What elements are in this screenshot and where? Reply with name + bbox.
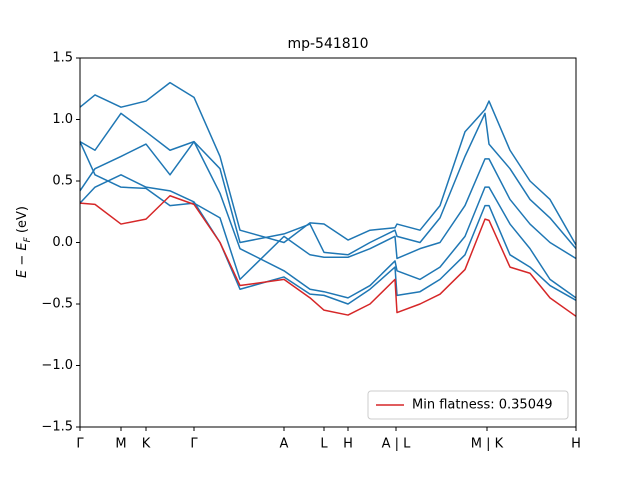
y-tick-label: −1.5 [41,420,73,435]
y-tick-label: −1.0 [41,358,73,373]
x-tick-label: A | L [382,437,412,452]
x-tick-label: L [320,437,328,452]
band-line [79,141,577,281]
band-line [79,140,577,299]
x-tick-label: H [571,437,581,452]
legend-box [367,390,569,420]
x-tick-label: M | K [471,437,504,452]
y-axis-label: E − EF (eV) [15,206,33,278]
band-line [79,112,577,256]
y-label-unit: (eV) [15,206,30,237]
y-tick-label: 0.0 [52,235,73,250]
band-line [79,81,577,246]
chart-title: mp-541810 [287,36,368,52]
x-tick-label: Γ [76,437,84,452]
band-line [79,174,577,305]
y-tick-label: 1.5 [52,51,73,66]
y-label-sub: F [23,236,33,242]
y-tick-label: −0.5 [41,297,73,312]
x-tick-label: M [115,437,126,452]
y-tick-label: 1.0 [52,112,73,127]
x-tick-label: Γ [190,437,198,452]
legend-label: Min flatness: 0.35049 [412,398,553,413]
x-tick-label: H [343,437,353,452]
y-label-main: E − E [15,242,30,278]
band-line [79,195,577,317]
x-tick-label: A [280,437,289,452]
x-tick-label: K [142,437,151,452]
plot-frame [79,57,577,428]
y-tick-label: 0.5 [52,174,73,189]
